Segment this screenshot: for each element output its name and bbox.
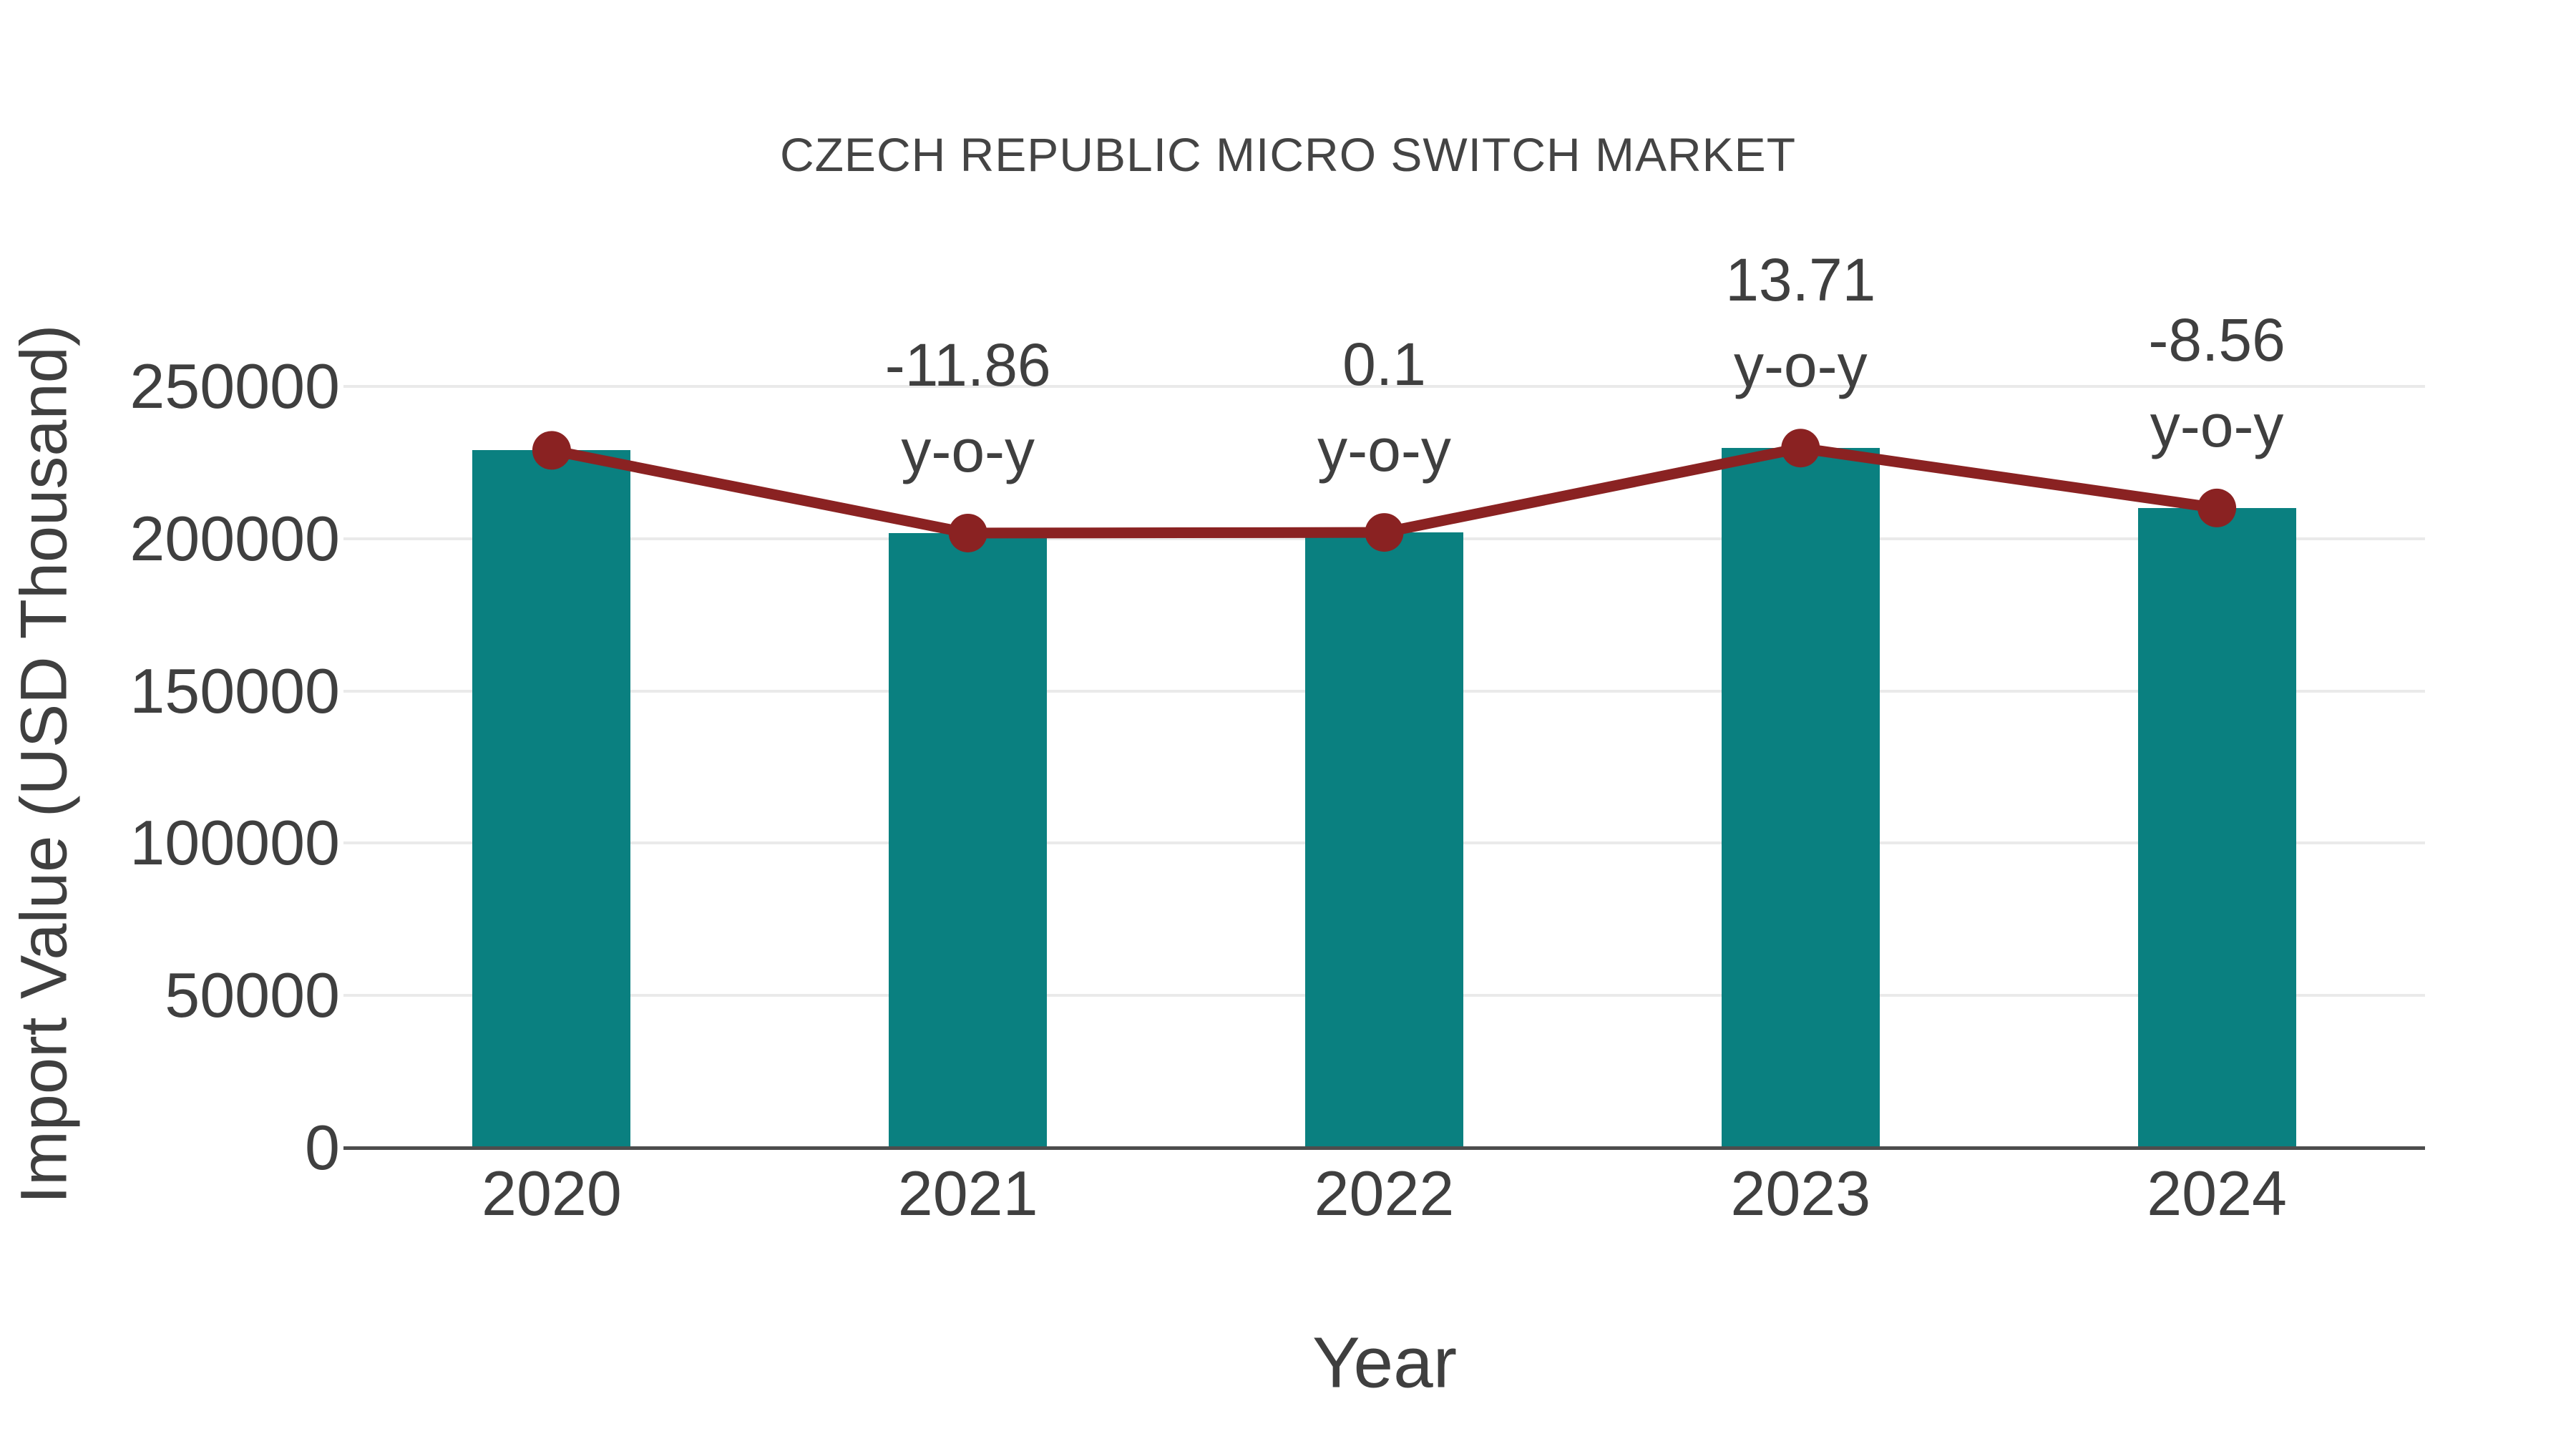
- yoy-suffix-label: y-o-y: [1317, 416, 1451, 484]
- y-tick-label-200000: 200000: [130, 502, 340, 574]
- trend-marker-2022[interactable]: [1365, 513, 1404, 552]
- yoy-value-label: -11.86: [884, 331, 1051, 399]
- bar-2023[interactable]: [1721, 448, 1880, 1148]
- trend-marker-2021[interactable]: [948, 513, 987, 552]
- y-tick-label-250000: 250000: [130, 351, 340, 421]
- bar-2022[interactable]: [1305, 532, 1463, 1148]
- yoy-suffix-label: y-o-y: [901, 416, 1035, 484]
- x-axis-line: [343, 1146, 2425, 1150]
- yoy-value-label: -8.56: [2148, 306, 2285, 374]
- bar-2021[interactable]: [889, 532, 1048, 1148]
- bar-2024[interactable]: [2137, 507, 2296, 1148]
- trend-marker-2024[interactable]: [2197, 488, 2237, 527]
- trend-marker-2023[interactable]: [1781, 429, 1820, 468]
- yoy-annotation-2022: 0.1 y-o-y: [1156, 321, 1614, 493]
- y-tick-label-0: 0: [305, 1112, 340, 1183]
- y-tick-label-50000: 50000: [165, 960, 340, 1031]
- x-tick-label-2021: 2021: [897, 1158, 1038, 1229]
- yoy-annotation-2023: 13.71 y-o-y: [1571, 237, 2029, 409]
- x-tick-label-2024: 2024: [2147, 1158, 2287, 1229]
- gridline-250000: [343, 385, 2425, 388]
- x-axis-title: Year: [1312, 1322, 1458, 1403]
- chart-title: CZECH REPUBLIC MICRO SWITCH MARKET: [779, 128, 1797, 181]
- yoy-value-label: 0.1: [1342, 331, 1426, 399]
- yoy-suffix-label: y-o-y: [1733, 332, 1868, 400]
- y-tick-label-100000: 100000: [130, 807, 340, 879]
- trend-marker-2020[interactable]: [532, 431, 571, 470]
- x-tick-label-2020: 2020: [482, 1158, 622, 1229]
- yoy-annotation-2024: -8.56 y-o-y: [1988, 297, 2446, 469]
- yoy-annotation-2021: -11.86 y-o-y: [739, 322, 1197, 494]
- y-tick-label-150000: 150000: [130, 655, 340, 726]
- x-tick-label-2022: 2022: [1314, 1158, 1455, 1229]
- yoy-value-label: 13.71: [1725, 246, 1876, 314]
- yoy-suffix-label: y-o-y: [2150, 391, 2284, 459]
- x-tick-label-2023: 2023: [1730, 1158, 1871, 1229]
- bar-2020[interactable]: [472, 450, 631, 1148]
